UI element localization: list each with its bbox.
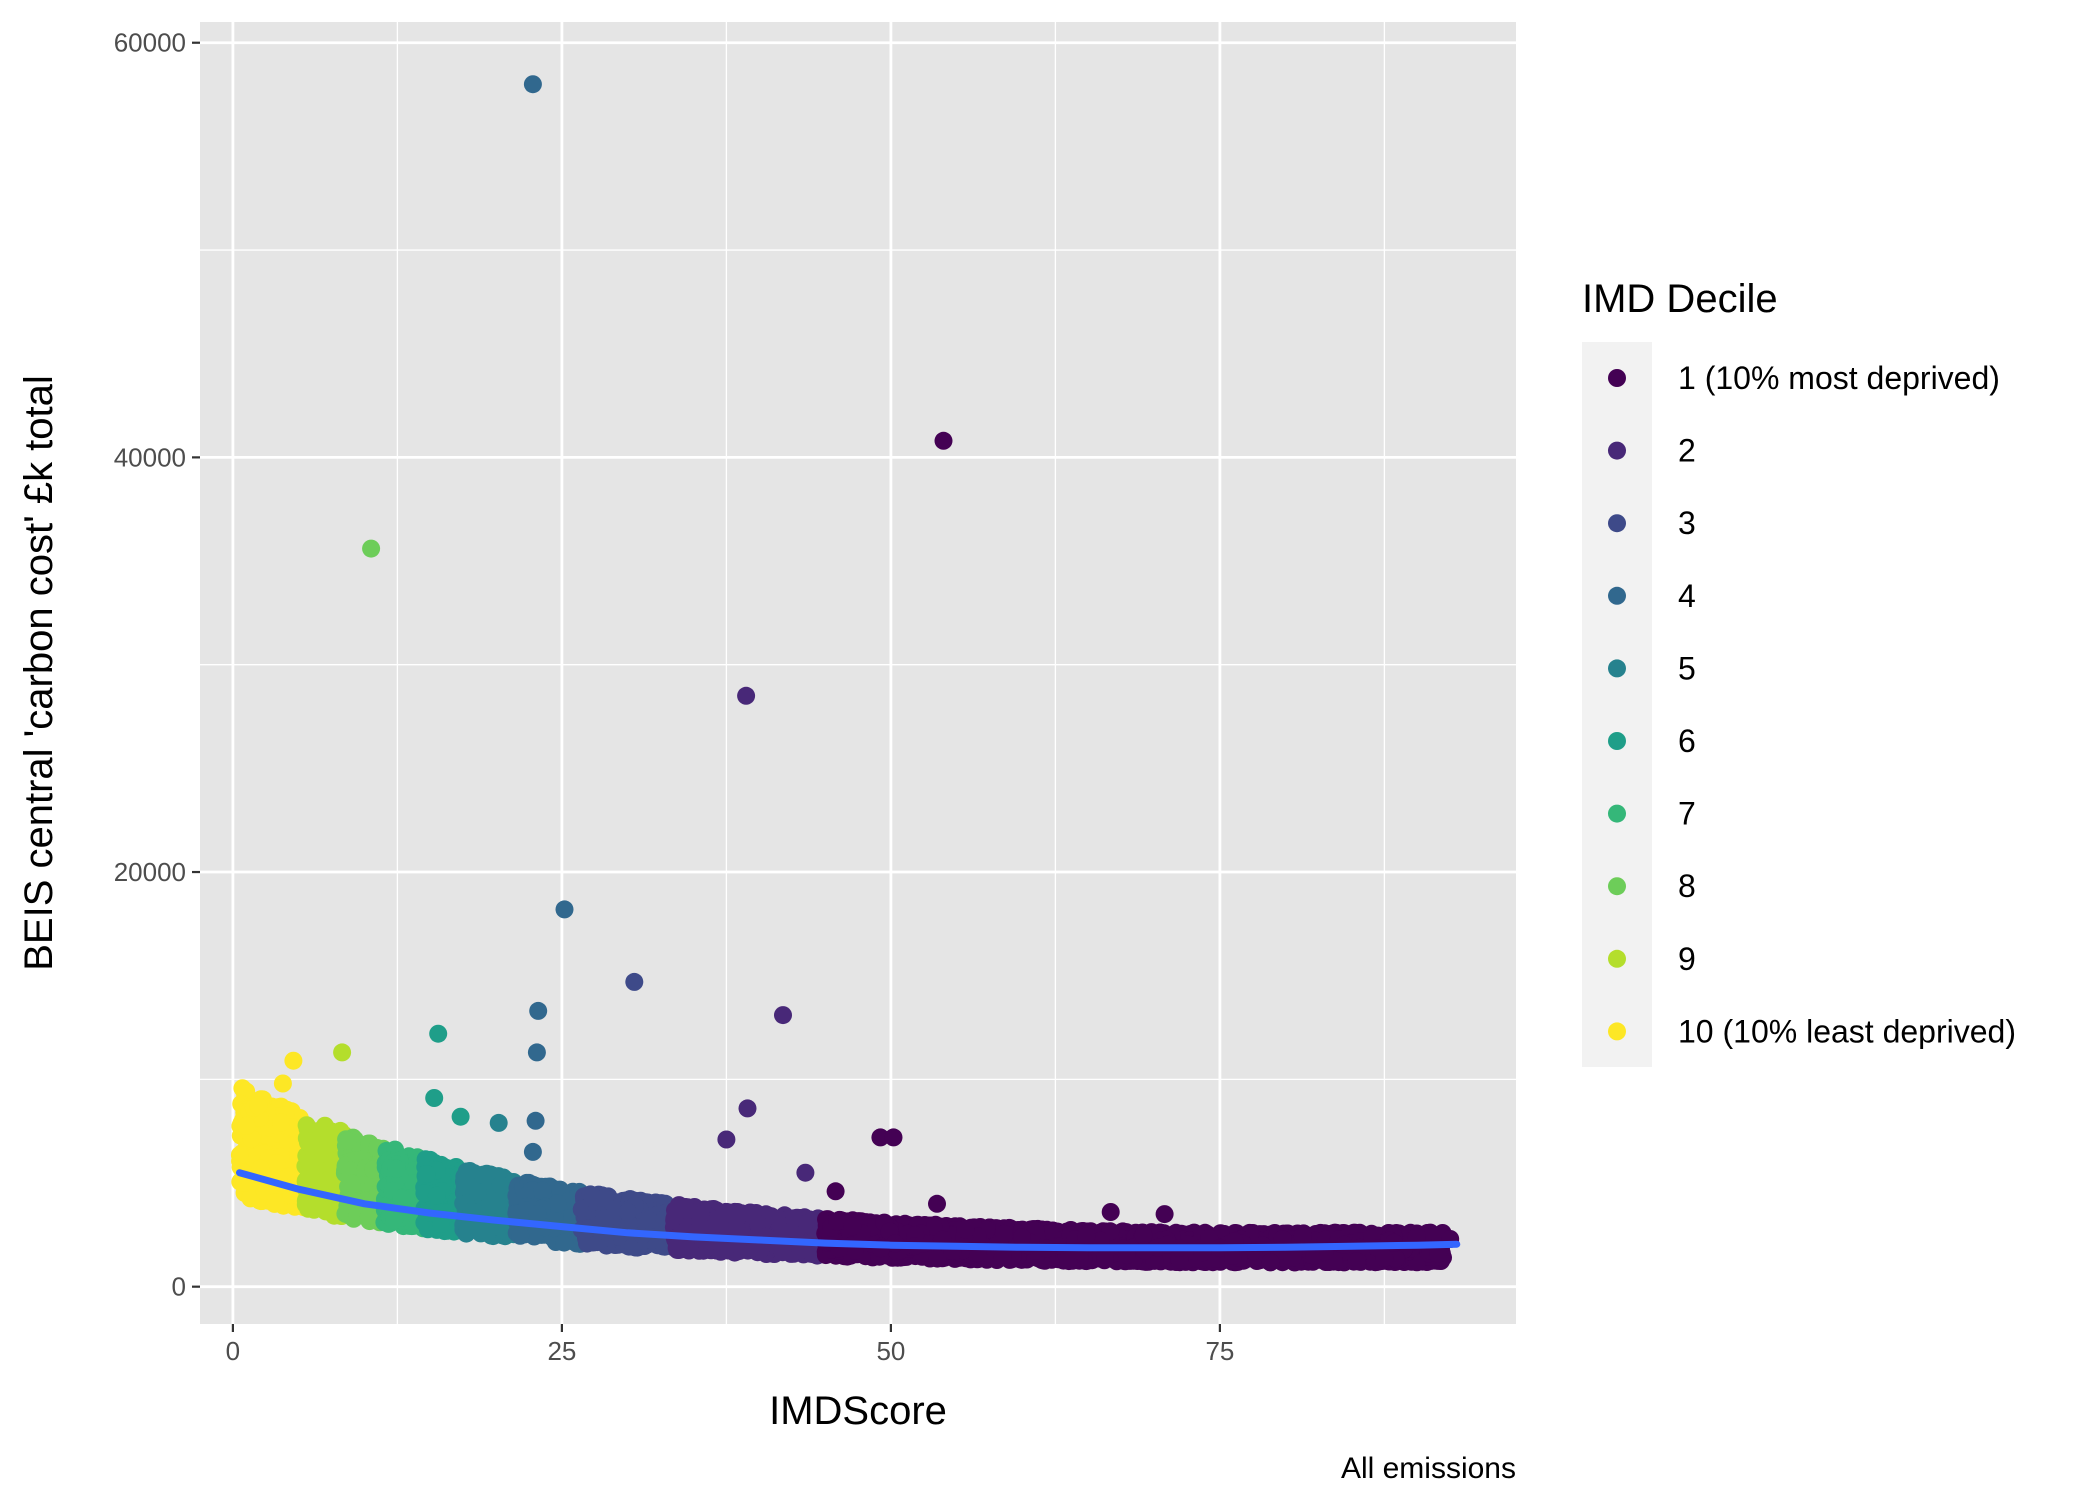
data-points	[230, 75, 1460, 1272]
data-point	[618, 1202, 637, 1221]
data-point	[743, 1206, 762, 1225]
data-point	[1293, 1227, 1312, 1246]
data-point	[673, 1240, 692, 1259]
data-point	[843, 1217, 862, 1236]
data-point	[1013, 1228, 1031, 1247]
data-point	[241, 1189, 260, 1208]
data-point	[267, 1154, 286, 1173]
data-point	[417, 1165, 436, 1184]
data-point	[491, 1176, 510, 1194]
data-point	[714, 1205, 733, 1224]
data-point	[255, 1182, 274, 1200]
data-point	[469, 1183, 487, 1202]
data-point	[338, 1131, 357, 1150]
data-point	[458, 1220, 477, 1239]
data-point	[251, 1159, 270, 1178]
data-point	[577, 1233, 596, 1251]
data-point	[237, 1116, 256, 1135]
data-point	[249, 1096, 268, 1115]
data-point	[300, 1153, 319, 1172]
data-point	[828, 1212, 847, 1231]
data-point	[595, 1189, 614, 1208]
data-point	[481, 1196, 500, 1215]
data-point	[392, 1189, 411, 1208]
data-point	[272, 1113, 291, 1132]
data-point	[427, 1186, 446, 1205]
data-point	[555, 1233, 574, 1252]
data-point	[387, 1159, 406, 1178]
data-point	[533, 1181, 552, 1200]
data-point	[322, 1125, 341, 1144]
data-point	[342, 1174, 361, 1193]
data-point	[528, 1204, 547, 1223]
data-point	[797, 1214, 816, 1233]
plot-panel	[200, 22, 1516, 1324]
data-point	[473, 1165, 492, 1184]
data-point	[1427, 1227, 1446, 1246]
data-point	[773, 1243, 792, 1262]
data-point	[431, 1214, 450, 1233]
data-point	[230, 1146, 249, 1164]
grid-major	[200, 22, 1516, 1324]
data-point	[670, 1196, 688, 1215]
data-point	[385, 1211, 404, 1230]
data-point	[639, 1211, 658, 1230]
grid-minor	[200, 22, 1516, 1324]
data-point	[511, 1226, 530, 1245]
data-point	[323, 1204, 342, 1223]
data-point	[266, 1193, 285, 1212]
data-point	[359, 1207, 378, 1225]
data-point	[312, 1173, 331, 1192]
data-point	[548, 1194, 567, 1213]
data-point	[301, 1132, 320, 1151]
